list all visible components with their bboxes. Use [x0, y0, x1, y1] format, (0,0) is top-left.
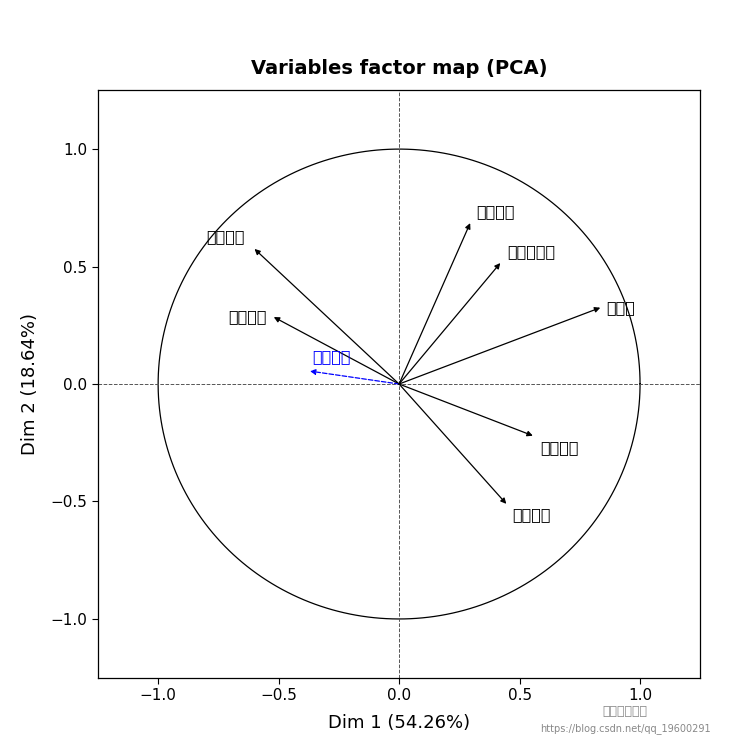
Text: 是否存活: 是否存活 — [312, 349, 351, 364]
Text: 收缩指数: 收缩指数 — [228, 309, 267, 325]
Y-axis label: Dim 2 (18.64%): Dim 2 (18.64%) — [22, 313, 39, 455]
Text: 拓端数据部落: 拓端数据部落 — [602, 705, 648, 718]
Text: 肺动脉压力: 肺动脉压力 — [508, 245, 556, 260]
Text: https://blog.csdn.net/qq_19600291: https://blog.csdn.net/qq_19600291 — [540, 724, 710, 734]
Text: 心脏指数: 心脏指数 — [206, 229, 245, 244]
Text: 肺部阻力: 肺部阻力 — [540, 441, 578, 456]
X-axis label: Dim 1 (54.26%): Dim 1 (54.26%) — [328, 715, 470, 732]
Title: Variables factor map (PCA): Variables factor map (PCA) — [251, 59, 547, 78]
Text: 心室压力: 心室压力 — [512, 508, 551, 523]
Text: 心脏频率: 心脏频率 — [476, 205, 515, 220]
Text: 舒张压: 舒张压 — [606, 300, 636, 316]
